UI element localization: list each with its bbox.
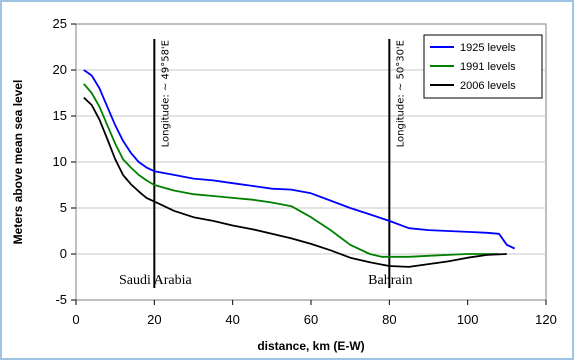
y-tick-label: -5 [55, 292, 67, 307]
x-tick-label: 80 [382, 312, 396, 327]
legend-label: 1991 levels [460, 61, 516, 73]
series-line [83, 96, 507, 268]
legend-label: 2006 levels [460, 80, 516, 92]
region-label: Saudi Arabia [119, 273, 192, 288]
axis-ticks: -5 0 5 10 15 20 25 0 20 40 60 80 100 120 [53, 16, 557, 327]
x-tick-label: 40 [225, 312, 239, 327]
series-line [83, 83, 499, 258]
y-tick-label: 20 [53, 62, 67, 77]
x-tick-label: 20 [147, 312, 161, 327]
legend-label: 1925 levels [460, 42, 516, 54]
y-axis-title: Meters above mean sea level [11, 80, 25, 245]
longitude-markers: Longitude: ~ 49°58'E Longitude: ~ 50°30'E… [119, 39, 412, 288]
x-tick-label: 0 [72, 312, 79, 327]
y-tick-label: 0 [60, 246, 67, 261]
series-line [83, 69, 516, 250]
x-tick-label: 120 [535, 312, 557, 327]
longitude-label: Longitude: ~ 50°30'E [395, 40, 406, 147]
x-axis-title: distance, km (E-W) [257, 339, 364, 353]
y-tick-label: 5 [60, 200, 67, 215]
x-tick-label: 60 [304, 312, 318, 327]
legend: 1925 levels 1991 levels 2006 levels [423, 34, 543, 99]
y-tick-label: 25 [53, 16, 67, 31]
series-lines [83, 69, 516, 268]
region-label: Bahrain [368, 273, 412, 288]
x-tick-label: 100 [457, 312, 479, 327]
y-tick-label: 15 [53, 108, 67, 123]
y-tick-label: 10 [53, 154, 67, 169]
longitude-label: Longitude: ~ 49°58'E [160, 40, 171, 147]
